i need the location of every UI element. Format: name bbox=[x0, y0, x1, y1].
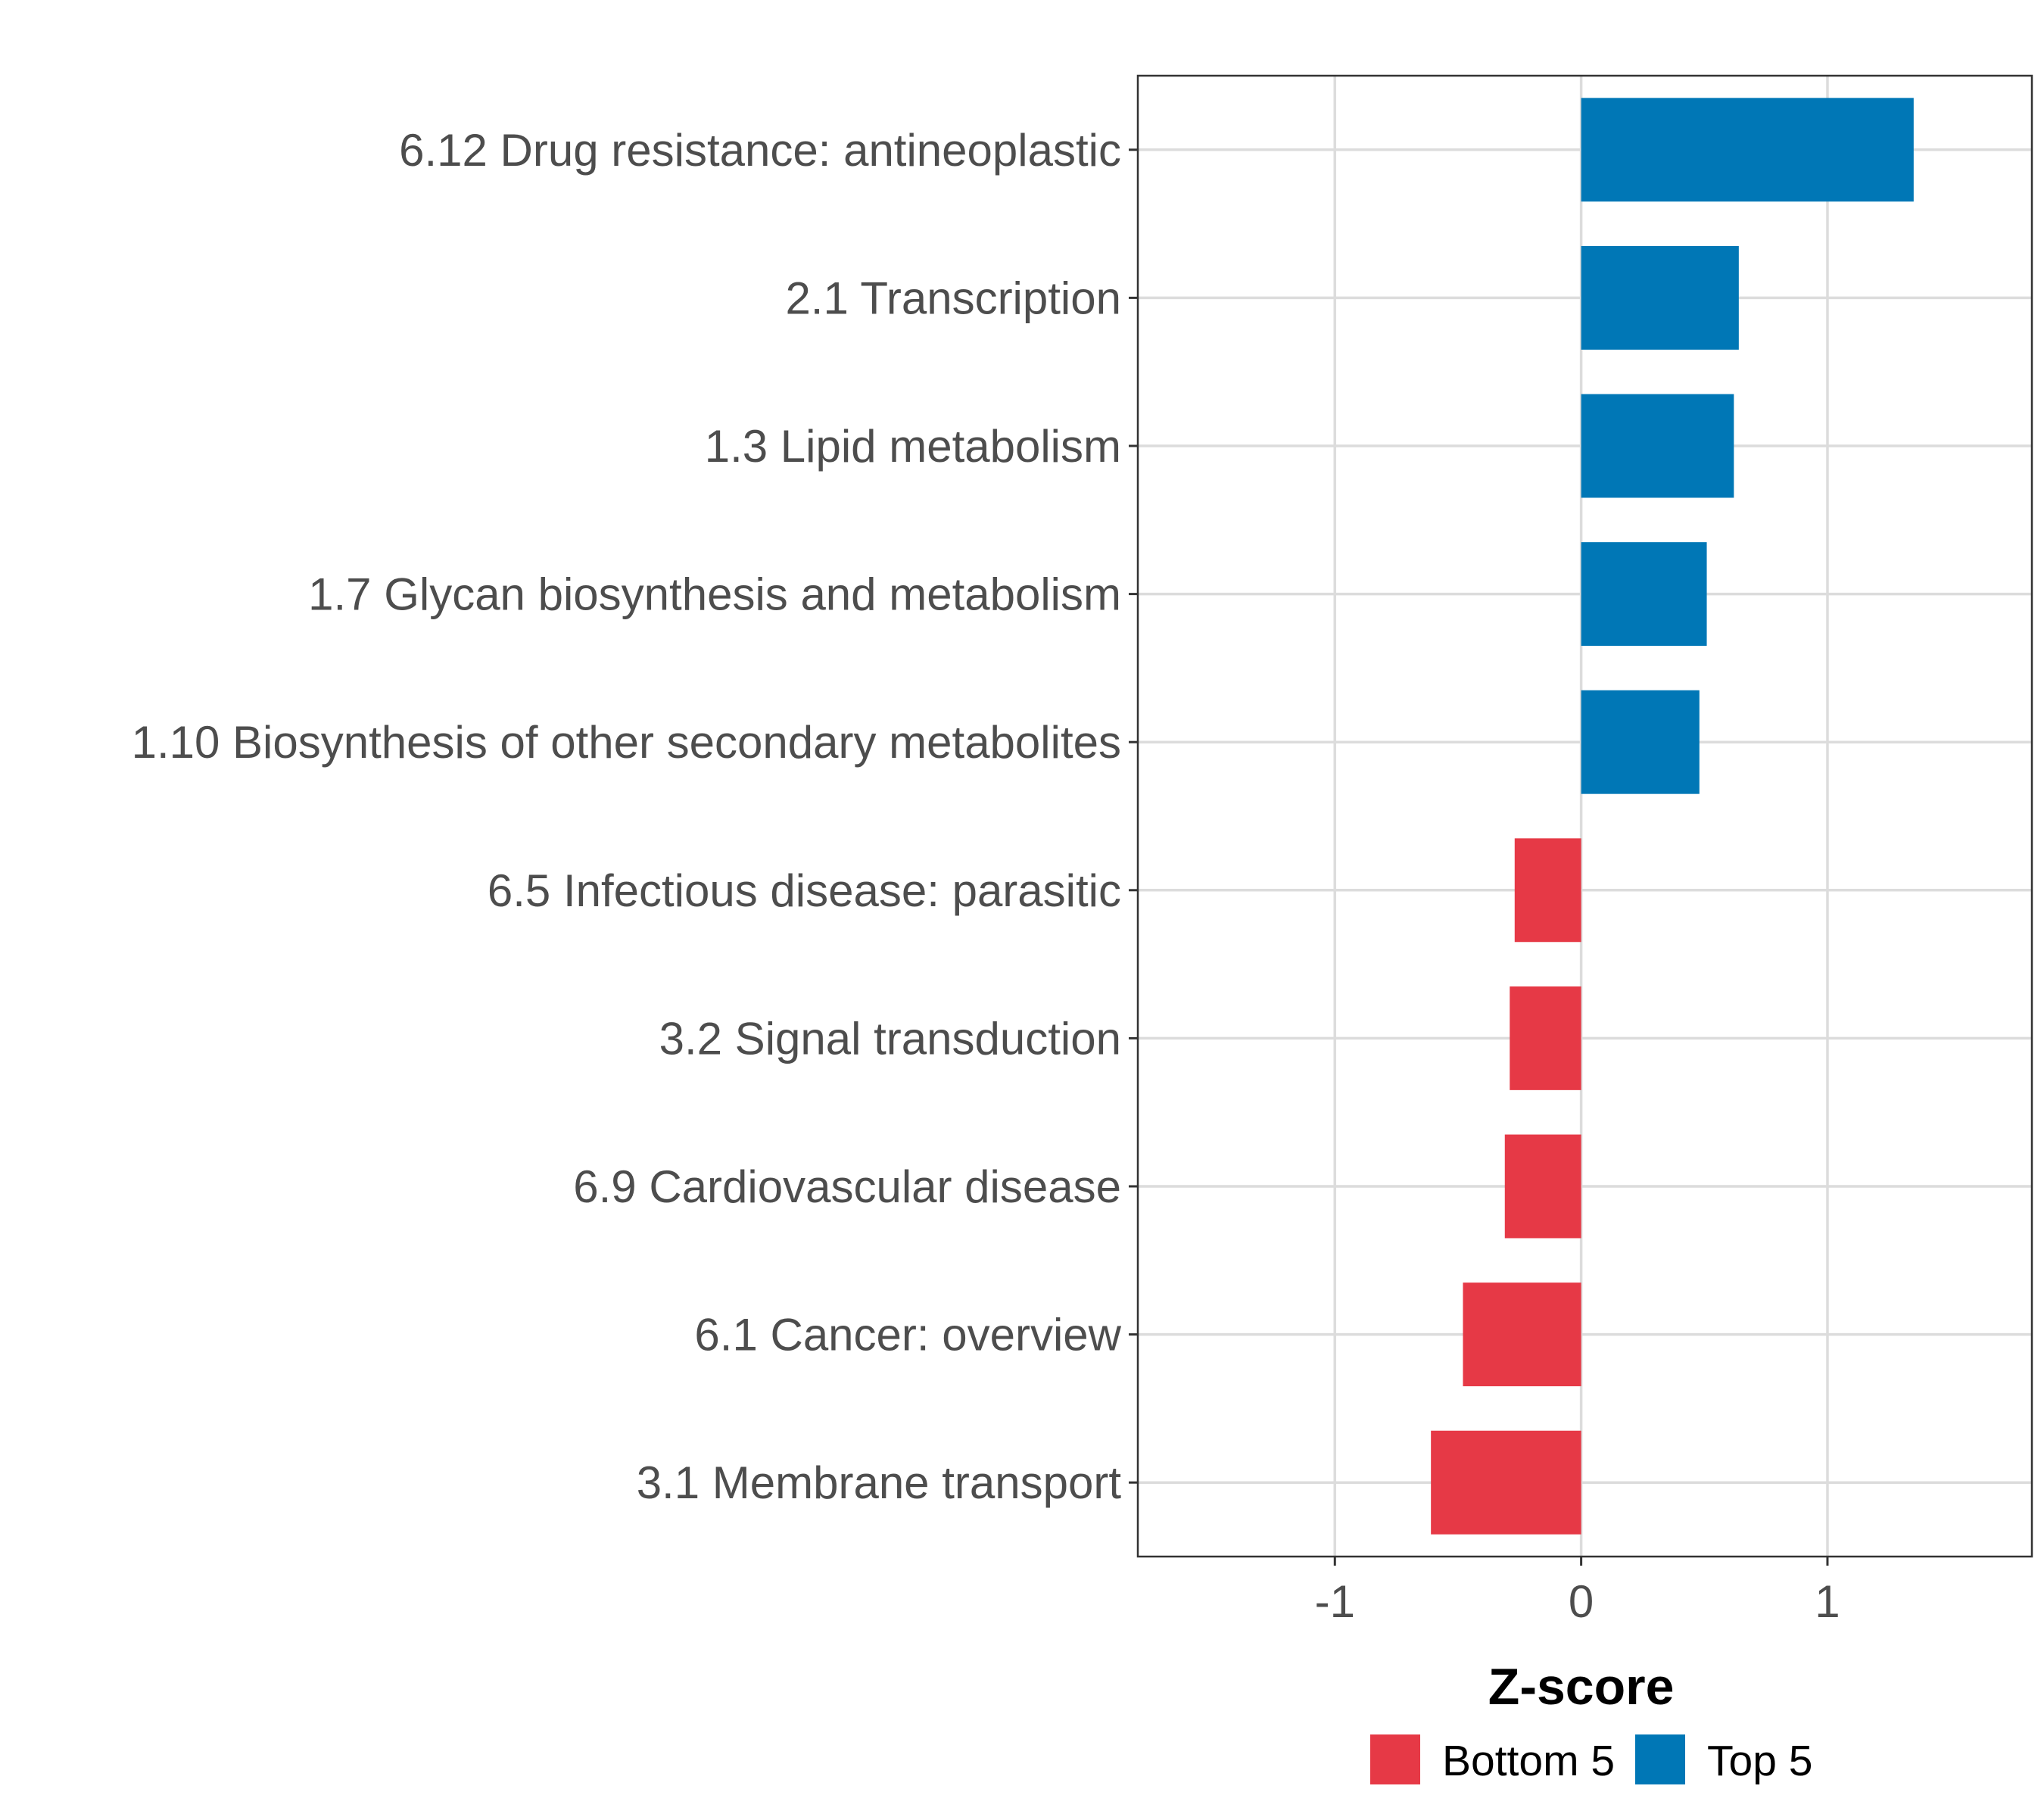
x-tick-label: 1 bbox=[1815, 1576, 1840, 1627]
legend-swatch bbox=[1370, 1734, 1420, 1784]
bar bbox=[1463, 1282, 1581, 1387]
x-tick-label: -1 bbox=[1315, 1576, 1355, 1627]
y-tick-label: 3.2 Signal transduction bbox=[659, 1013, 1121, 1064]
x-axis: -1 0 1 bbox=[1315, 1557, 1840, 1627]
bar bbox=[1581, 98, 1914, 202]
y-tick-label: 1.3 Lipid metabolism bbox=[705, 421, 1121, 472]
legend-swatch bbox=[1635, 1734, 1685, 1784]
y-axis: 6.12 Drug resistance: antineoplastic 2.1 … bbox=[132, 125, 1138, 1508]
bar bbox=[1581, 394, 1734, 498]
bar bbox=[1431, 1430, 1581, 1535]
plot-panel-border bbox=[1136, 74, 2033, 1558]
y-tick-label: 3.1 Membrane transport bbox=[637, 1457, 1122, 1508]
bar bbox=[1510, 986, 1581, 1090]
bar bbox=[1504, 1134, 1581, 1239]
x-tick-label: 0 bbox=[1569, 1576, 1594, 1627]
y-tick-label: 1.7 Glycan biosynthesis and metabolism bbox=[308, 569, 1121, 620]
bar-layer bbox=[1431, 98, 1914, 1535]
bar bbox=[1514, 838, 1581, 943]
legend-label: Top 5 bbox=[1707, 1737, 1812, 1785]
y-tick-label: 6.12 Drug resistance: antineoplastic bbox=[399, 125, 1121, 176]
legend: Bottom 5 Top 5 bbox=[1370, 1734, 1812, 1785]
bar bbox=[1581, 690, 1700, 794]
y-tick-label: 1.10 Biosynthesis of other secondary met… bbox=[132, 717, 1121, 768]
bar bbox=[1581, 245, 1739, 350]
y-tick-label: 6.9 Cardiovascular disease bbox=[573, 1161, 1121, 1212]
bar bbox=[1581, 542, 1707, 647]
y-tick-label: 6.1 Cancer: overview bbox=[694, 1310, 1121, 1360]
y-tick-label: 2.1 Transcription bbox=[785, 273, 1121, 323]
legend-label: Bottom 5 bbox=[1442, 1737, 1615, 1785]
y-tick-label: 6.5 Infectious disease: parasitic bbox=[488, 865, 1121, 916]
x-axis-title: Z-score bbox=[1488, 1658, 1675, 1716]
